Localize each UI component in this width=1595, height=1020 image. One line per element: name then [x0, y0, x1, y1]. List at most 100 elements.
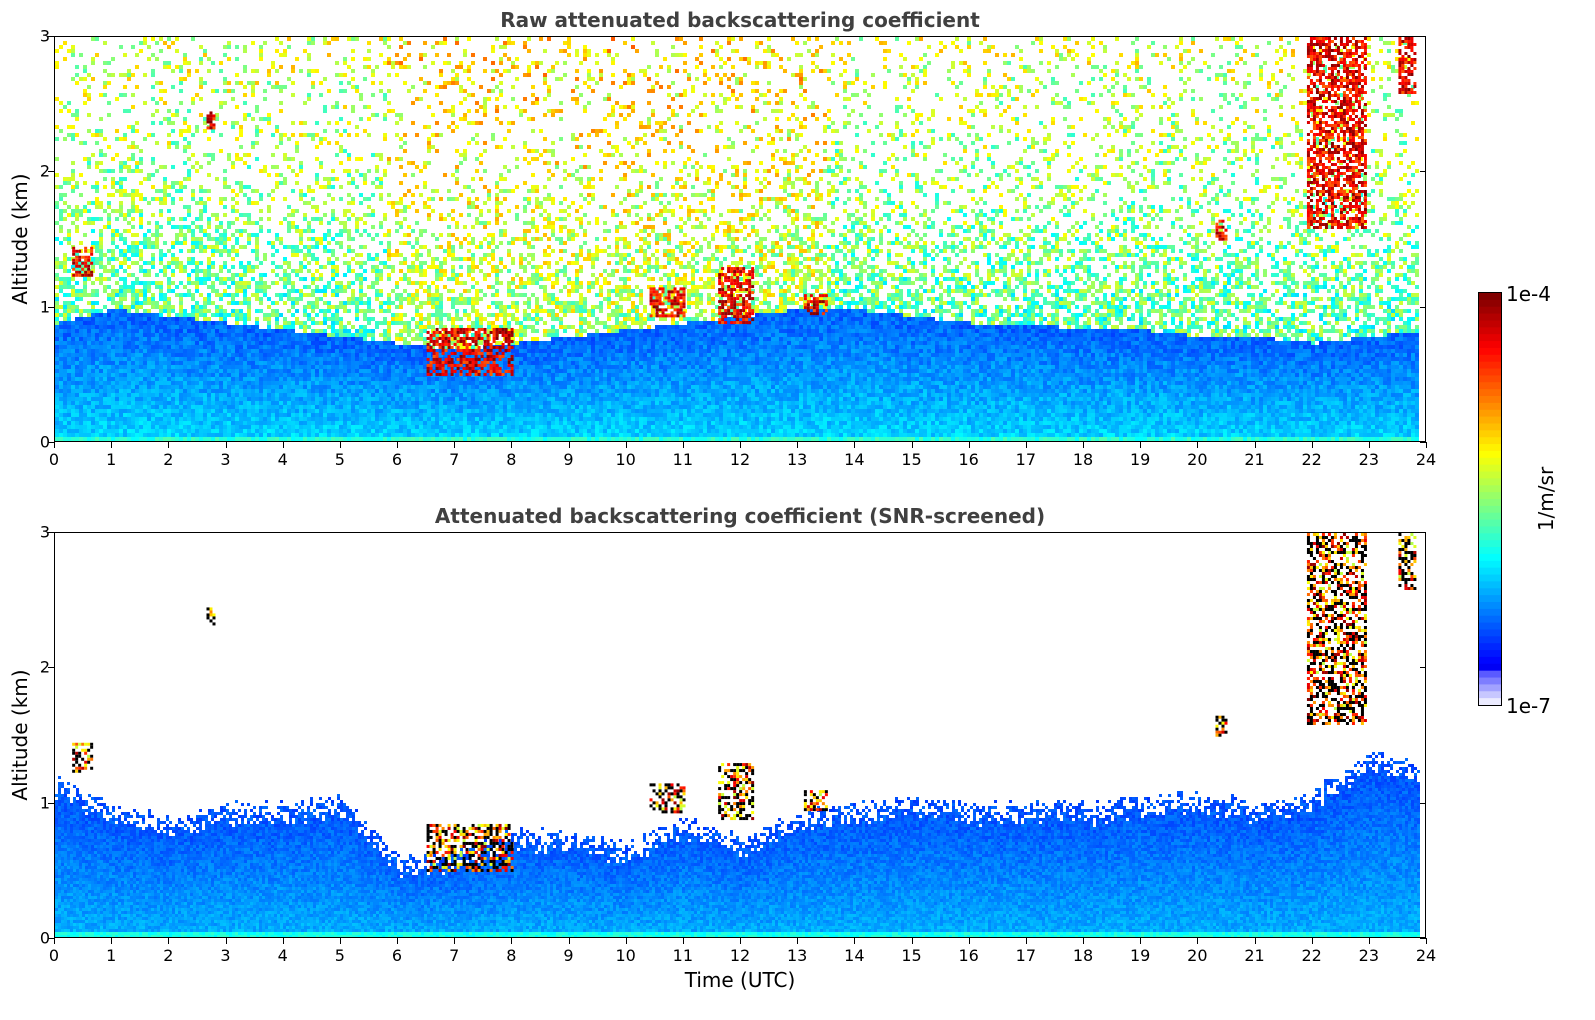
raw-cell	[63, 377, 67, 381]
raw-cell	[79, 293, 83, 297]
raw-cell	[347, 337, 351, 341]
raw-cell	[411, 85, 415, 89]
raw-cell	[303, 101, 307, 105]
raw-cell	[227, 425, 231, 429]
raw-cell	[415, 393, 419, 397]
raw-cell	[111, 337, 115, 341]
raw-cell	[295, 141, 299, 145]
raw-cell	[199, 241, 203, 245]
raw-cell	[123, 137, 127, 141]
raw-cell	[283, 381, 287, 385]
raw-cell	[267, 389, 271, 393]
raw-cell	[87, 373, 91, 377]
raw-cell	[291, 377, 295, 381]
raw-cell	[167, 329, 171, 333]
raw-cell	[247, 381, 251, 385]
raw-cell	[247, 365, 251, 369]
raw-cell	[167, 285, 171, 289]
raw-cell	[119, 265, 123, 269]
raw-cell	[155, 389, 159, 393]
raw-cell	[147, 409, 151, 413]
raw-cell	[375, 357, 379, 361]
raw-cell	[291, 437, 295, 441]
raw-cell	[299, 365, 303, 369]
raw-cell	[215, 325, 219, 329]
raw-cell	[343, 105, 347, 109]
raw-cell	[91, 361, 95, 365]
raw-cell	[331, 217, 335, 221]
raw-cell	[215, 241, 219, 245]
raw-cell	[243, 369, 247, 373]
raw-cell	[223, 293, 227, 297]
raw-cell	[95, 301, 99, 305]
raw-cell	[159, 49, 163, 53]
raw-cell	[75, 417, 79, 421]
raw-cell	[59, 341, 63, 345]
raw-cell	[83, 289, 87, 293]
raw-cell	[75, 225, 79, 229]
raw-cell	[283, 413, 287, 417]
raw-cell	[211, 397, 215, 401]
raw-cell	[343, 289, 347, 293]
raw-cell	[419, 441, 423, 442]
raw-cell	[123, 329, 127, 333]
raw-cell	[179, 229, 183, 233]
raw-cell	[279, 101, 283, 105]
raw-cell	[187, 401, 191, 405]
raw-cell	[199, 365, 203, 369]
raw-cell	[207, 393, 211, 397]
raw-cell	[259, 57, 263, 61]
raw-cell	[67, 333, 71, 337]
raw-cell	[63, 421, 67, 425]
raw-cell	[323, 317, 327, 321]
raw-cell	[247, 413, 251, 417]
raw-cell	[87, 113, 91, 117]
raw-cell	[143, 429, 147, 433]
raw-cell	[359, 393, 363, 397]
raw-cell	[407, 345, 411, 349]
raw-cell	[163, 317, 167, 321]
raw-cell	[163, 193, 167, 197]
raw-cell	[235, 121, 239, 125]
raw-cell	[367, 309, 371, 313]
raw-cell	[359, 417, 363, 421]
raw-cell	[123, 257, 127, 261]
raw-cell	[271, 281, 275, 285]
raw-cell	[219, 333, 223, 337]
raw-cell	[135, 393, 139, 397]
raw-cell	[291, 413, 295, 417]
raw-cell	[411, 201, 415, 205]
raw-cell	[299, 401, 303, 405]
raw-cell	[191, 281, 195, 285]
raw-cell	[255, 409, 259, 413]
raw-cell	[355, 389, 359, 393]
raw-cell	[287, 413, 291, 417]
raw-cell	[183, 381, 187, 385]
raw-cell	[291, 365, 295, 369]
raw-cell	[299, 169, 303, 173]
raw-cell	[395, 349, 399, 353]
raw-cell	[303, 421, 307, 425]
raw-cell	[103, 369, 107, 373]
raw-cell	[247, 389, 251, 393]
raw-cell	[67, 377, 71, 381]
raw-cell	[343, 409, 347, 413]
raw-cell	[355, 373, 359, 377]
raw-cell	[55, 333, 59, 337]
raw-cell	[379, 397, 383, 401]
raw-cell	[151, 253, 155, 257]
raw-cell	[187, 421, 191, 425]
raw-cell	[255, 353, 259, 357]
raw-cell	[163, 117, 167, 121]
raw-cell	[319, 277, 323, 281]
raw-cell	[415, 365, 419, 369]
raw-cell	[359, 389, 363, 393]
raw-cell	[103, 81, 107, 85]
raw-cell	[403, 257, 407, 261]
raw-cell	[67, 109, 71, 113]
raw-cell	[335, 305, 339, 309]
raw-cell	[335, 73, 339, 77]
raw-cell	[87, 433, 91, 437]
raw-cell	[423, 165, 427, 169]
raw-cell	[71, 433, 75, 437]
